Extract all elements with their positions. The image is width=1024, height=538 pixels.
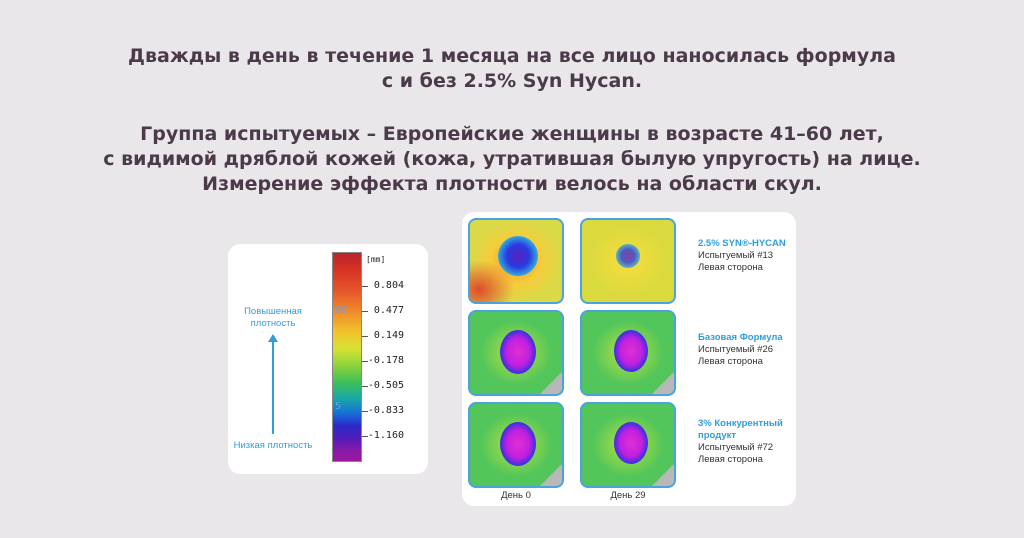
density-spot (614, 422, 648, 464)
tick-mark (362, 311, 368, 312)
row3-product-name: 3% Конкурентный продукт (698, 418, 783, 441)
tick-label: 0.477 (373, 305, 404, 316)
tick-label: 0.149 (373, 330, 404, 341)
tick-label: -1.160 (367, 430, 404, 441)
image-corner (540, 464, 562, 486)
density-spot (616, 244, 640, 268)
tick-label: 0.804 (373, 280, 404, 291)
intro-text: Дважды в день в течение 1 месяца на все … (0, 44, 1024, 94)
row1-subject: Испытуемый #13 (698, 250, 774, 261)
row2-subject: Испытуемый #26 (698, 344, 774, 355)
scale-mark-top: 00 (335, 305, 348, 316)
tick-label: -0.505 (367, 380, 404, 391)
group-line-1: Группа испытуемых – Европейские женщины … (140, 123, 884, 145)
row2-product-name: Базовая Формула (698, 332, 783, 343)
scale-ticks: [mm] 0.804 0.477 0.149 -0.178 -0.505 -0.… (362, 252, 418, 462)
group-line-2: с видимой дряблой кожей (кожа, утративша… (103, 148, 921, 170)
density-spot (498, 236, 538, 276)
heatmap-row3-day0 (468, 402, 564, 488)
low-density-label: Низкая плотность (233, 440, 313, 451)
density-spot (614, 330, 648, 372)
day-0-label: День 0 (501, 490, 531, 501)
group-description: Группа испытуемых – Европейские женщины … (0, 122, 1024, 197)
group-line-3: Измерение эффекта плотности велось на об… (202, 173, 822, 195)
row1-description: 2.5% SYN®-HYCAN Испытуемый #13 Левая сто… (698, 238, 798, 274)
row3-description: 3% Конкурентный продукт Испытуемый #72 Л… (698, 418, 798, 466)
color-scale-bar: 00 5 (332, 252, 362, 462)
row2-side: Левая сторона (698, 356, 763, 367)
intro-line-1: Дважды в день в течение 1 месяца на все … (128, 45, 896, 67)
heatmap-row2-day29 (580, 310, 676, 396)
comparison-card: 2.5% SYN®-HYCAN Испытуемый #13 Левая сто… (462, 212, 796, 506)
row1-side: Левая сторона (698, 262, 763, 273)
day-29-label: День 29 (610, 490, 646, 501)
tick-mark (362, 336, 368, 337)
arrow-up-icon (268, 334, 278, 434)
heatmap-row1-day0 (468, 218, 564, 304)
row3-side: Левая сторона (698, 454, 763, 465)
tick-mark (362, 386, 368, 387)
row1-product-name: 2.5% SYN®-HYCAN (698, 238, 786, 249)
density-scale-card: Повышенная плотность Низкая плотность 00… (228, 244, 428, 474)
image-corner (652, 464, 674, 486)
heatmap-row1-day29 (580, 218, 676, 304)
tick-label: -0.178 (367, 355, 404, 366)
density-spot (500, 422, 536, 466)
heatmap-row2-day0 (468, 310, 564, 396)
scale-mark-bottom: 5 (335, 401, 342, 412)
intro-line-2: с и без 2.5% Syn Hycan. (381, 70, 643, 92)
tick-mark (362, 286, 368, 287)
row3-subject: Испытуемый #72 (698, 442, 774, 453)
scale-unit: [mm] (366, 255, 386, 264)
image-corner (540, 372, 562, 394)
row2-description: Базовая Формула Испытуемый #26 Левая сто… (698, 332, 798, 368)
tick-label: -0.833 (367, 405, 404, 416)
high-density-label: Повышенная плотность (244, 306, 302, 329)
heatmap-row3-day29 (580, 402, 676, 488)
density-spot (500, 330, 536, 374)
tick-mark (362, 361, 368, 362)
tick-mark (362, 436, 368, 437)
tick-mark (362, 411, 368, 412)
image-corner (652, 372, 674, 394)
